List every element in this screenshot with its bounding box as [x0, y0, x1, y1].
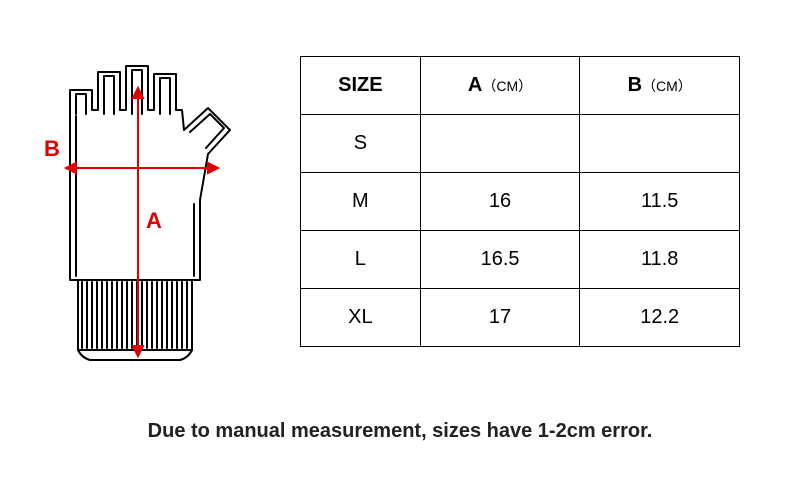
size-table-header-a: A（CM） [420, 57, 580, 115]
cell-a [420, 115, 580, 173]
diagram-label-a: A [146, 208, 162, 234]
col-label: A [468, 74, 482, 96]
col-label: B [628, 74, 642, 96]
cell-a: 17 [420, 289, 580, 347]
glove-svg [20, 50, 260, 380]
table-row: XL 17 12.2 [301, 289, 740, 347]
cell-size: L [301, 231, 421, 289]
size-table-header-row: SIZE A（CM） B（CM） [301, 57, 740, 115]
col-unit: （CM） [642, 78, 692, 94]
measurement-note: Due to manual measurement, sizes have 1-… [0, 420, 800, 443]
cell-a: 16 [420, 173, 580, 231]
cell-size: M [301, 173, 421, 231]
table-row: L 16.5 11.8 [301, 231, 740, 289]
cell-a: 16.5 [420, 231, 580, 289]
top-row: B A SIZE A（CM） B（CM） [0, 0, 800, 390]
cell-b [580, 115, 740, 173]
table-row: S [301, 115, 740, 173]
cell-size: S [301, 115, 421, 173]
glove-diagram: B A [20, 50, 260, 380]
cell-b: 11.8 [580, 231, 740, 289]
size-table-header-b: B（CM） [580, 57, 740, 115]
cell-b: 11.5 [580, 173, 740, 231]
cell-b: 12.2 [580, 289, 740, 347]
diagram-label-b: B [44, 136, 60, 162]
size-table: SIZE A（CM） B（CM） S M [300, 56, 740, 347]
root: B A SIZE A（CM） B（CM） [0, 0, 800, 500]
col-label: SIZE [338, 74, 382, 96]
size-table-header-size: SIZE [301, 57, 421, 115]
col-unit: （CM） [482, 78, 532, 94]
cell-size: XL [301, 289, 421, 347]
table-row: M 16 11.5 [301, 173, 740, 231]
